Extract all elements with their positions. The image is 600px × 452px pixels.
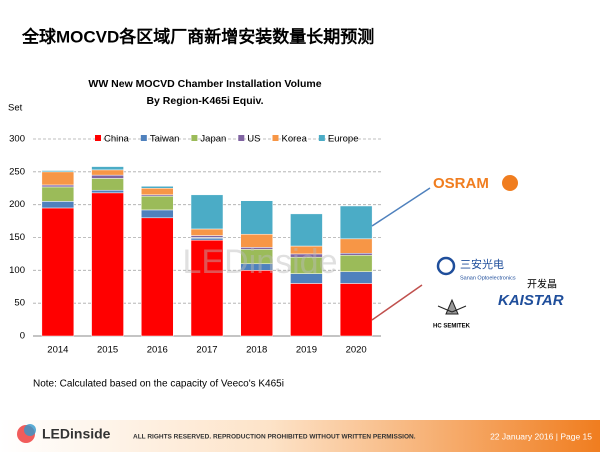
- logo-icon: [436, 256, 456, 276]
- y-axis-label: Set: [8, 103, 23, 114]
- bar-segment: [91, 178, 124, 191]
- bar-segment: [339, 238, 373, 254]
- bar-segment: [339, 271, 373, 284]
- bar-segment: [240, 270, 273, 337]
- x-tick-label: 2015: [97, 345, 118, 356]
- note: Note: Calculated based on the capacity o…: [33, 379, 284, 390]
- bar-segment: [339, 253, 373, 256]
- bar-segment: [41, 207, 75, 337]
- bar-segment: [190, 194, 224, 230]
- logo-kaistar-cn: 开发晶: [527, 278, 557, 291]
- footer-rights: ALL RIGHTS RESERVED. REPRODUCTION PROHIB…: [133, 434, 416, 441]
- y-tick-label: 300: [9, 134, 25, 145]
- bar-segment: [91, 192, 124, 337]
- legend-swatch: [238, 135, 245, 141]
- x-tick-label: 2019: [296, 345, 317, 356]
- bar-segment: [41, 201, 75, 209]
- logo-kaistar: KAISTAR: [498, 292, 564, 309]
- bar-segment: [91, 174, 124, 179]
- bar-segment: [339, 205, 373, 240]
- legend-label: Europe: [328, 134, 359, 145]
- heading: 全球MOCVD各区域厂商新增安装数量长期预测: [21, 26, 374, 46]
- logo-osram: OSRAM: [433, 175, 489, 192]
- bar-segment: [41, 184, 75, 188]
- y-tick-label: 0: [20, 331, 25, 342]
- y-tick-label: 250: [9, 166, 25, 177]
- logo-sanan: 三安光电: [460, 257, 504, 271]
- bar-segment: [339, 254, 373, 272]
- legend-swatch: [95, 135, 101, 141]
- connector: [371, 284, 423, 321]
- x-tick-label: 2018: [246, 345, 267, 356]
- chart-title: WW New MOCVD Chamber Installation Volume: [88, 78, 321, 90]
- bar-segment: [41, 171, 75, 186]
- bar-segment: [141, 188, 174, 196]
- legend-swatch: [140, 135, 147, 141]
- bar-segment: [41, 170, 75, 173]
- bar-segment: [190, 228, 224, 236]
- logo-sanan-en: Sanan Optoelectronics: [460, 275, 516, 281]
- footer-band: [0, 420, 600, 452]
- bar-segment: [91, 189, 124, 194]
- x-tick-label: 2016: [147, 345, 168, 356]
- bar-segment: [190, 237, 224, 241]
- bar-segment: [41, 186, 75, 202]
- bar-segment: [141, 195, 174, 211]
- bar-segment: [91, 166, 124, 171]
- x-tick-label: 2020: [346, 345, 367, 356]
- connector: [371, 187, 431, 227]
- legend-swatch: [318, 135, 325, 141]
- footer-logo-icon: [24, 424, 36, 436]
- legend-label: US: [247, 134, 260, 145]
- legend-label: Taiwan: [150, 134, 180, 145]
- bar-segment: [339, 283, 373, 337]
- footer-logo: LEDinside: [42, 426, 111, 442]
- y-tick-label: 50: [14, 298, 25, 309]
- bar-segment: [141, 186, 174, 189]
- x-tick-label: 2017: [196, 345, 217, 356]
- legend-swatch: [272, 135, 279, 141]
- legend-label: Japan: [200, 134, 226, 145]
- legend-swatch: [191, 135, 198, 141]
- footer-date-page: 22 January 2016 | Page 15: [490, 431, 592, 441]
- bar-segment: [141, 217, 174, 337]
- legend-label: China: [104, 134, 130, 145]
- y-tick-label: 100: [9, 265, 25, 276]
- logo-icon: [437, 298, 467, 315]
- bar-segment: [190, 239, 224, 337]
- x-tick-label: 2014: [47, 345, 68, 356]
- bar-segment: [290, 283, 323, 337]
- logo-hc: HC SEMITEK: [433, 324, 471, 330]
- bar-segment: [290, 213, 323, 247]
- logo-icon: [502, 175, 518, 191]
- y-tick-label: 200: [9, 199, 25, 210]
- bar-segment: [91, 169, 124, 176]
- bar-segment: [190, 235, 224, 238]
- bar-segment: [240, 200, 273, 235]
- watermark: LEDinside: [183, 243, 338, 281]
- legend-label: Korea: [282, 134, 308, 145]
- chart-subtitle: By Region-K465i Equiv.: [146, 95, 263, 107]
- bar-segment: [141, 209, 174, 219]
- y-tick-label: 150: [9, 232, 25, 243]
